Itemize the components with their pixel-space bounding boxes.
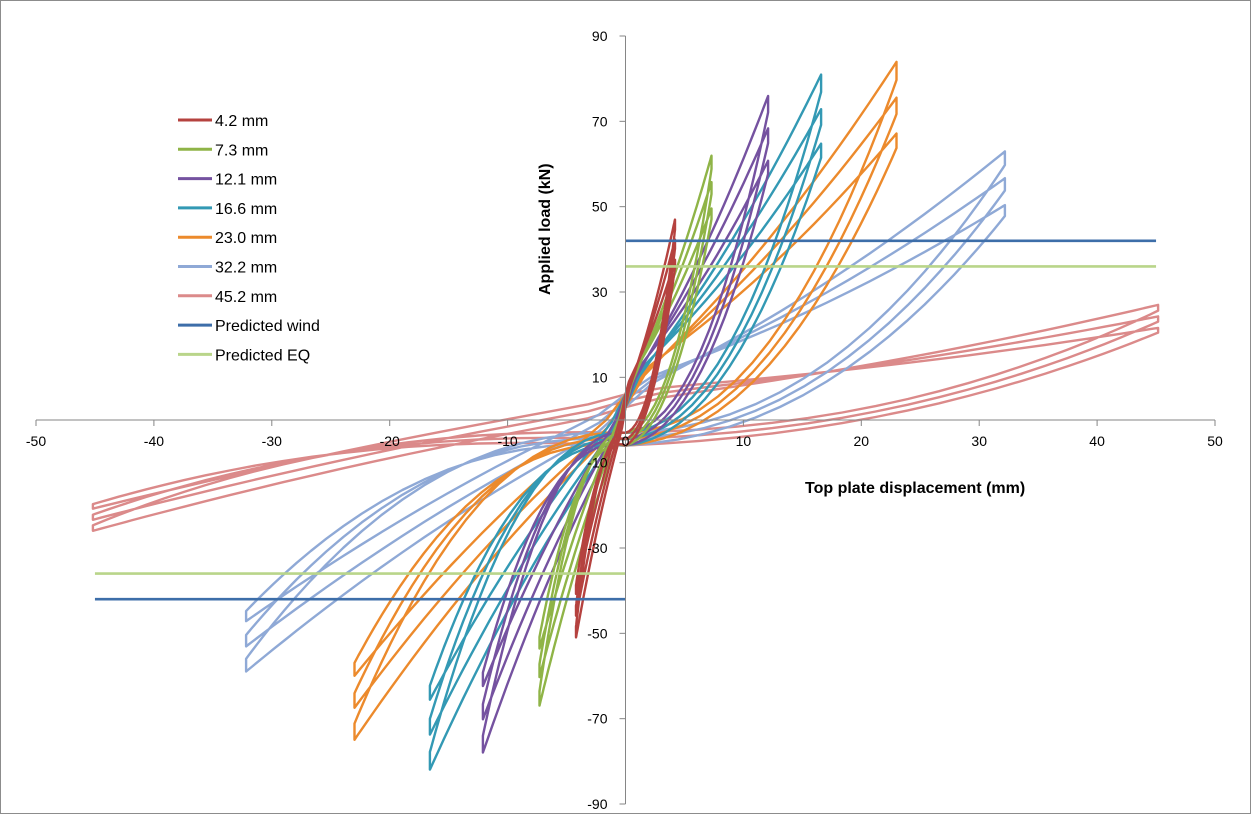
legend-label: 23.0 mm [215, 230, 277, 247]
legend-label: 16.6 mm [215, 201, 277, 218]
x-tick-label: 50 [1207, 433, 1223, 449]
legend-label: 45.2 mm [215, 289, 277, 306]
y-tick-label: -70 [587, 711, 607, 727]
x-tick-label: 40 [1089, 433, 1105, 449]
y-tick-label: -30 [587, 540, 607, 556]
legend-label: Predicted EQ [215, 347, 310, 364]
y-tick-label: -90 [587, 796, 607, 812]
x-tick-label: 10 [736, 433, 752, 449]
x-tick-label: 30 [971, 433, 987, 449]
y-axis-title: Applied load (kN) [537, 163, 554, 295]
x-tick-label: -10 [497, 433, 517, 449]
legend-label: Predicted wind [215, 318, 320, 335]
x-tick-label: 0 [622, 433, 630, 449]
reference-lines [94, 239, 1157, 601]
legend-label: 12.1 mm [215, 172, 277, 189]
y-tick-label: 90 [592, 28, 608, 44]
x-axis-title: Top plate displacement (mm) [805, 480, 1025, 497]
y-tick-label: 10 [592, 369, 608, 385]
legend-label: 4.2 mm [215, 113, 268, 130]
x-tick-label: -50 [26, 433, 46, 449]
y-tick-label: 30 [592, 284, 608, 300]
tick-labels: -50 -40 -30 -20 -10 0 10 20 30 40 50 90 70 50 30 10 -10 -… [26, 28, 1223, 812]
legend-label: 7.3 mm [215, 142, 268, 159]
x-tick-label: 20 [854, 433, 870, 449]
legend: 4.2 mm 7.3 mm 12.1 mm 16.6 mm 23.0 mm 32.2 mm… [178, 113, 320, 364]
y-tick-label: 70 [592, 113, 608, 129]
y-tick-label: -50 [587, 625, 607, 641]
x-tick-label: -20 [380, 433, 400, 449]
y-tick-label: -10 [587, 455, 607, 471]
x-tick-label: -40 [144, 433, 164, 449]
y-tick-label: 50 [592, 199, 608, 215]
legend-label: 32.2 mm [215, 260, 277, 277]
axes [35, 35, 1216, 805]
x-tick-label: -30 [262, 433, 282, 449]
